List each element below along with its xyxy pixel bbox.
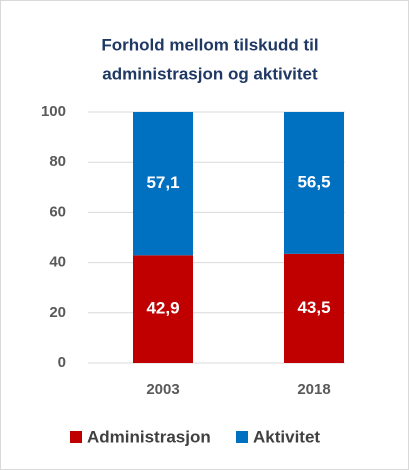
chart-title: administrasjon og aktivitet — [102, 64, 318, 83]
chart-title: Forhold mellom tilskudd til — [101, 35, 318, 54]
bar-segment — [284, 253, 344, 363]
value-label: 43,5 — [297, 298, 330, 317]
y-tick-label: 0 — [58, 354, 66, 371]
y-tick-label: 60 — [49, 203, 66, 220]
x-tick-label: 2018 — [297, 381, 330, 398]
value-label: 56,5 — [297, 172, 330, 191]
value-label: 42,9 — [146, 299, 179, 318]
legend-label: Administrasjon — [87, 427, 211, 446]
y-tick-label: 100 — [41, 103, 66, 120]
bar-segment — [133, 255, 193, 363]
bar-segment — [133, 112, 193, 256]
x-tick-label: 2003 — [146, 381, 179, 398]
y-tick-label: 20 — [49, 304, 66, 321]
y-tick-label: 40 — [49, 254, 66, 271]
value-label: 57,1 — [146, 173, 179, 192]
legend-label: Aktivitet — [253, 427, 320, 446]
legend-swatch — [236, 431, 248, 443]
y-tick-label: 80 — [49, 153, 66, 170]
legend-swatch — [70, 431, 82, 443]
bar-segment — [284, 112, 344, 254]
